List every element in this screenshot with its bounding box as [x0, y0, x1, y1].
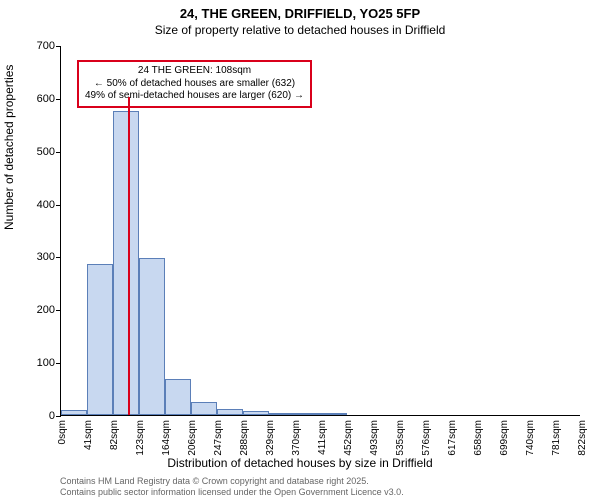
histogram-bar — [269, 413, 294, 415]
ytick-mark — [56, 205, 61, 206]
callout-box: 24 THE GREEN: 108sqm ← 50% of detached h… — [77, 60, 312, 108]
ytick-label: 0 — [21, 410, 55, 422]
histogram-bar — [113, 111, 138, 415]
ytick-label: 100 — [21, 357, 55, 369]
xtick-label: 576sqm — [421, 420, 432, 456]
ytick-label: 500 — [21, 146, 55, 158]
xtick-label: 822sqm — [577, 420, 588, 456]
xtick-label: 699sqm — [499, 420, 510, 456]
callout-line1: 24 THE GREEN: 108sqm — [85, 65, 304, 78]
xtick-label: 493sqm — [369, 420, 380, 456]
chart-container: 24, THE GREEN, DRIFFIELD, YO25 5FP Size … — [0, 0, 600, 500]
xtick-label: 617sqm — [447, 420, 458, 456]
ytick-label: 200 — [21, 304, 55, 316]
histogram-bar — [243, 411, 268, 415]
ytick-mark — [56, 99, 61, 100]
xtick-label: 206sqm — [187, 420, 198, 456]
xtick-label: 247sqm — [213, 420, 224, 456]
footer-line2: Contains public sector information licen… — [60, 487, 404, 498]
ytick-mark — [56, 363, 61, 364]
xtick-label: 535sqm — [395, 420, 406, 456]
property-marker-line — [128, 97, 130, 415]
ytick-mark — [56, 152, 61, 153]
xtick-label: 781sqm — [551, 420, 562, 456]
y-axis-label: Number of detached properties — [2, 65, 16, 230]
ytick-label: 700 — [21, 40, 55, 52]
xtick-label: 41sqm — [83, 420, 94, 450]
callout-line3: 49% of semi-detached houses are larger (… — [85, 90, 304, 103]
ytick-label: 300 — [21, 251, 55, 263]
ytick-mark — [56, 46, 61, 47]
xtick-label: 658sqm — [473, 420, 484, 456]
ytick-label: 400 — [21, 199, 55, 211]
ytick-mark — [56, 416, 61, 417]
histogram-bar — [165, 379, 190, 415]
x-axis-label: Distribution of detached houses by size … — [0, 456, 600, 470]
xtick-label: 329sqm — [265, 420, 276, 456]
ytick-mark — [56, 257, 61, 258]
histogram-bar — [295, 413, 320, 415]
ytick-label: 600 — [21, 93, 55, 105]
histogram-bar — [87, 264, 112, 415]
xtick-label: 370sqm — [291, 420, 302, 456]
xtick-label: 82sqm — [109, 420, 120, 450]
histogram-bar — [191, 402, 216, 415]
xtick-label: 411sqm — [317, 420, 328, 455]
histogram-bar — [61, 410, 86, 415]
plot-area: 24 THE GREEN: 108sqm ← 50% of detached h… — [60, 46, 580, 416]
histogram-bar — [217, 409, 242, 415]
xtick-label: 288sqm — [239, 420, 250, 456]
histogram-bar — [139, 258, 164, 416]
xtick-label: 452sqm — [343, 420, 354, 456]
histogram-bar — [321, 413, 346, 415]
chart-subtitle: Size of property relative to detached ho… — [0, 21, 600, 37]
ytick-mark — [56, 310, 61, 311]
xtick-label: 164sqm — [161, 420, 172, 456]
xtick-label: 123sqm — [135, 420, 146, 456]
xtick-label: 0sqm — [57, 420, 68, 444]
callout-line2: ← 50% of detached houses are smaller (63… — [85, 78, 304, 91]
chart-title: 24, THE GREEN, DRIFFIELD, YO25 5FP — [0, 0, 600, 21]
footer-line1: Contains HM Land Registry data © Crown c… — [60, 476, 404, 487]
footer-attribution: Contains HM Land Registry data © Crown c… — [60, 476, 404, 498]
xtick-label: 740sqm — [525, 420, 536, 456]
